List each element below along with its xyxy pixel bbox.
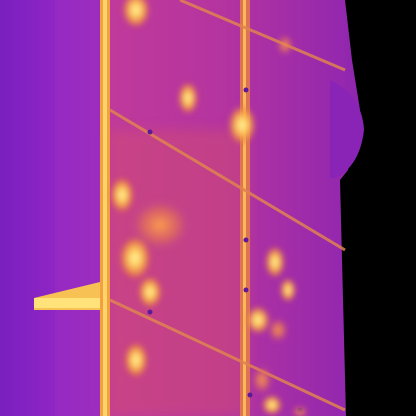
facade-protrusion (330, 80, 364, 178)
vertical-seam-core (243, 0, 246, 416)
hot-spots (110, 0, 308, 416)
bracket-arm-core (34, 298, 100, 308)
left-wall-band (55, 0, 103, 416)
drain-pipe-core (103, 0, 107, 416)
